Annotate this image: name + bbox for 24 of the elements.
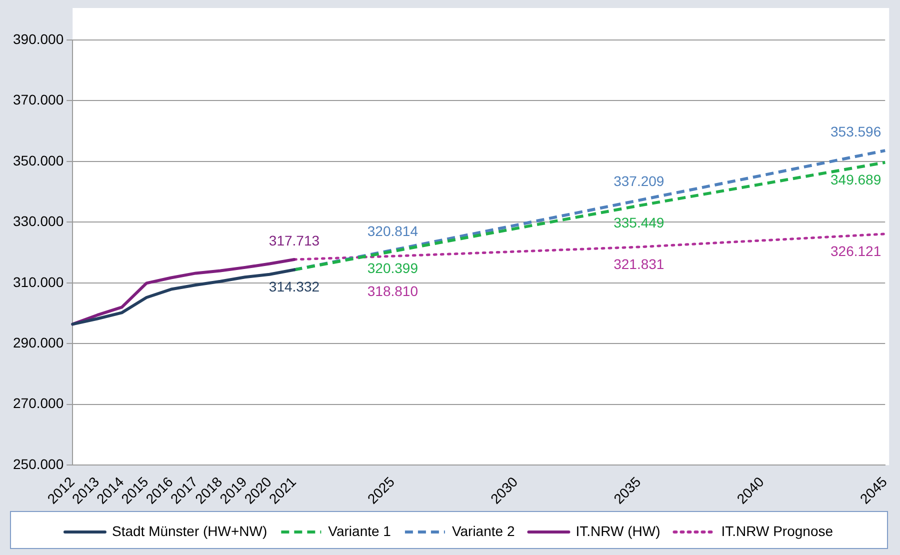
legend-label: Variante 1 (328, 522, 392, 539)
y-tick-label: 290.000 (12, 334, 64, 350)
legend-label: Stadt Münster (HW+NW) (112, 522, 268, 539)
data-label: 318.810 (367, 283, 418, 300)
data-label: 320.399 (367, 260, 418, 276)
y-tick-label: 390.000 (12, 30, 64, 47)
y-tick-label: 310.000 (12, 274, 64, 290)
y-tick-label: 250.000 (12, 456, 64, 472)
y-tick-label: 270.000 (12, 395, 64, 412)
data-label: 349.689 (830, 171, 882, 188)
data-label: 321.831 (614, 256, 664, 272)
y-tick-label: 370.000 (12, 92, 64, 108)
data-label: 353.596 (830, 123, 882, 140)
y-tick-label: 350.000 (12, 152, 64, 168)
data-label: 337.209 (614, 173, 664, 190)
legend-label: Variante 2 (452, 522, 515, 539)
data-label: 320.814 (367, 222, 418, 239)
data-label: 335.449 (614, 214, 664, 230)
data-label: 317.713 (268, 232, 320, 248)
legend-label: IT.NRW (HW) (576, 522, 660, 539)
data-label: 314.332 (268, 278, 320, 295)
data-label: 326.121 (830, 242, 882, 259)
y-tick-label: 330.000 (12, 213, 64, 230)
legend-label: IT.NRW Prognose (721, 522, 834, 539)
